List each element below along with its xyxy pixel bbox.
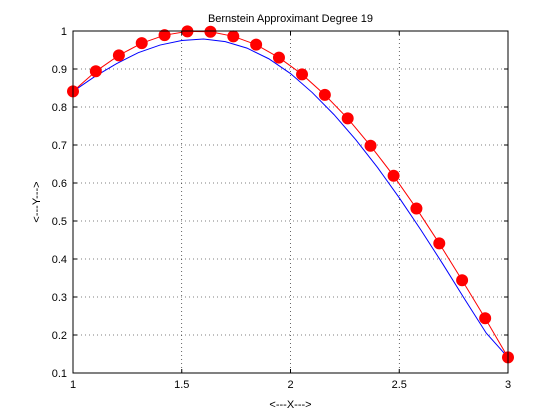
red-series-point [387,169,400,182]
red-series-point [227,30,240,43]
y-axis-label: <---Y---> [31,181,43,222]
red-series-point [112,49,125,62]
y-tick-label: 0.4 [52,254,67,266]
y-tick-label: 0.8 [52,102,67,114]
y-tick-label: 0.1 [52,368,67,380]
red-series-point [204,25,217,38]
plot-area [73,31,508,373]
x-tick-label: 3 [505,379,511,391]
x-tick-label: 1.5 [174,379,189,391]
y-tick-label: 0.2 [52,330,67,342]
red-series-point [158,29,171,42]
red-series-point [479,312,492,325]
red-series-point [318,88,331,101]
x-axis-label: <---X---> [269,399,311,411]
red-series-point [250,38,263,51]
x-tick-label: 2 [287,379,293,391]
red-series-point [364,139,377,152]
red-series-point [341,112,354,125]
x-tick-label: 2.5 [392,379,407,391]
red-series-point [410,202,423,215]
red-series-point [456,274,469,287]
red-series-point [272,51,285,64]
grid [73,31,508,373]
blue-series-line [72,38,509,358]
x-tick-label: 1 [70,379,76,391]
y-tick-label: 0.9 [52,64,67,76]
red-series-point [135,37,148,50]
y-tick-label: 0.5 [52,216,67,228]
y-tick-label: 0.7 [52,140,67,152]
chart-title: Bernstein Approximant Degree 19 [208,13,373,25]
red-series-point [296,68,309,81]
y-tick-label: 1 [61,26,67,38]
y-tick-label: 0.3 [52,292,67,304]
ticks: 1 1.5 2 2.5 3 0.1 0.2 0.3 0.4 0.5 0.6 0.7 0.8 0.9 1 [52,26,511,391]
red-series-point [433,237,446,250]
y-tick-label: 0.6 [52,178,67,190]
red-series-point [89,65,102,78]
